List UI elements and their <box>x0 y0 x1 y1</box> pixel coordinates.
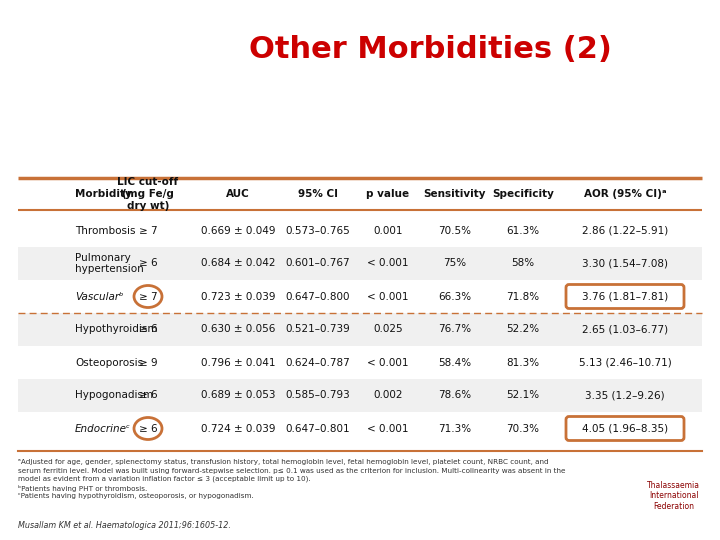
Text: 0.669 ± 0.049: 0.669 ± 0.049 <box>201 226 275 235</box>
Text: ᶜPatients having hypothyroidism, osteoporosis, or hypogonadism.: ᶜPatients having hypothyroidism, osteopo… <box>18 493 253 499</box>
Text: 0.601–0.767: 0.601–0.767 <box>286 259 351 268</box>
Text: < 0.001: < 0.001 <box>367 423 409 434</box>
Text: serum ferritin level. Model was built using forward-stepwise selection. p≤ 0.1 w: serum ferritin level. Model was built us… <box>18 468 565 474</box>
Bar <box>18 346 702 379</box>
Text: Other Morbidities (2): Other Morbidities (2) <box>248 36 611 64</box>
Text: 76.7%: 76.7% <box>438 325 472 334</box>
Text: ≥ 9: ≥ 9 <box>139 357 157 368</box>
Text: 3.35 (1.2–9.26): 3.35 (1.2–9.26) <box>585 390 665 401</box>
Text: Musallam KM et al. Haematologica 2011;96:1605-12.: Musallam KM et al. Haematologica 2011;96… <box>18 521 231 530</box>
Text: 2.86 (1.22–5.91): 2.86 (1.22–5.91) <box>582 226 668 235</box>
Bar <box>18 313 702 346</box>
Text: ≥ 6: ≥ 6 <box>139 390 157 401</box>
Text: 58.4%: 58.4% <box>438 357 472 368</box>
Text: 3.30 (1.54–7.08): 3.30 (1.54–7.08) <box>582 259 668 268</box>
Text: AUC: AUC <box>226 189 250 199</box>
Text: Pulmonary
hypertension: Pulmonary hypertension <box>75 253 144 274</box>
Text: 71.3%: 71.3% <box>438 423 472 434</box>
Text: ᵇPatients having PHT or thrombosis.: ᵇPatients having PHT or thrombosis. <box>18 484 148 491</box>
Text: ≥ 7: ≥ 7 <box>139 292 157 301</box>
Text: < 0.001: < 0.001 <box>367 292 409 301</box>
Text: 78.6%: 78.6% <box>438 390 472 401</box>
Text: ᵃAdjusted for age, gender, splenectomy status, transfusion history, total hemogl: ᵃAdjusted for age, gender, splenectomy s… <box>18 459 549 465</box>
Text: 0.684 ± 0.042: 0.684 ± 0.042 <box>201 259 275 268</box>
Text: 52.1%: 52.1% <box>506 390 539 401</box>
Bar <box>18 379 702 412</box>
Text: LIC cut-off
(mg Fe/g
dry wt): LIC cut-off (mg Fe/g dry wt) <box>117 178 179 211</box>
Text: 0.796 ± 0.041: 0.796 ± 0.041 <box>201 357 275 368</box>
Text: Morbidity: Morbidity <box>75 189 132 199</box>
Text: Hypogonadism: Hypogonadism <box>75 390 153 401</box>
Text: Sensitivity: Sensitivity <box>424 189 486 199</box>
Text: < 0.001: < 0.001 <box>367 259 409 268</box>
Text: 66.3%: 66.3% <box>438 292 472 301</box>
Text: 0.573–0.765: 0.573–0.765 <box>286 226 351 235</box>
Text: ≥ 6: ≥ 6 <box>139 325 157 334</box>
Text: 0.001: 0.001 <box>373 226 402 235</box>
Text: p value: p value <box>366 189 410 199</box>
Text: 3.76 (1.81–7.81): 3.76 (1.81–7.81) <box>582 292 668 301</box>
Text: 0.647–0.801: 0.647–0.801 <box>286 423 351 434</box>
Text: 71.8%: 71.8% <box>506 292 539 301</box>
Text: < 0.001: < 0.001 <box>367 357 409 368</box>
Text: 0.624–0.787: 0.624–0.787 <box>286 357 351 368</box>
Text: Thrombosis: Thrombosis <box>75 226 135 235</box>
Text: Vascularᵇ: Vascularᵇ <box>75 292 124 301</box>
Text: 95% CI: 95% CI <box>298 189 338 199</box>
Text: 75%: 75% <box>444 259 467 268</box>
Text: Thalassaemia
International
Federation: Thalassaemia International Federation <box>647 481 700 511</box>
Text: 0.689 ± 0.053: 0.689 ± 0.053 <box>201 390 275 401</box>
Text: 70.3%: 70.3% <box>506 423 539 434</box>
Text: 70.5%: 70.5% <box>438 226 472 235</box>
Text: 52.2%: 52.2% <box>506 325 539 334</box>
Text: Hypothyroidism: Hypothyroidism <box>75 325 158 334</box>
Text: 0.025: 0.025 <box>373 325 402 334</box>
Text: 0.585–0.793: 0.585–0.793 <box>286 390 351 401</box>
Text: 0.724 ± 0.039: 0.724 ± 0.039 <box>201 423 275 434</box>
Text: Specificity: Specificity <box>492 189 554 199</box>
Bar <box>18 412 702 445</box>
Text: 0.723 ± 0.039: 0.723 ± 0.039 <box>201 292 275 301</box>
Text: 58%: 58% <box>511 259 534 268</box>
Text: 0.630 ± 0.056: 0.630 ± 0.056 <box>201 325 275 334</box>
Text: Osteoporosis: Osteoporosis <box>75 357 143 368</box>
Text: 5.13 (2.46–10.71): 5.13 (2.46–10.71) <box>579 357 671 368</box>
Bar <box>18 214 702 247</box>
Text: 0.647–0.800: 0.647–0.800 <box>286 292 350 301</box>
Text: 2.65 (1.03–6.77): 2.65 (1.03–6.77) <box>582 325 668 334</box>
Text: 0.521–0.739: 0.521–0.739 <box>286 325 351 334</box>
Text: ≥ 6: ≥ 6 <box>139 259 157 268</box>
Text: ≥ 7: ≥ 7 <box>139 226 157 235</box>
Text: ≥ 6: ≥ 6 <box>139 423 157 434</box>
Text: Endocrineᶜ: Endocrineᶜ <box>75 423 131 434</box>
Bar <box>18 280 702 313</box>
Text: 81.3%: 81.3% <box>506 357 539 368</box>
Text: model as evident from a variation inflation factor ≤ 3 (acceptable limit up to 1: model as evident from a variation inflat… <box>18 476 310 483</box>
Text: 4.05 (1.96–8.35): 4.05 (1.96–8.35) <box>582 423 668 434</box>
Text: AOR (95% CI)ᵃ: AOR (95% CI)ᵃ <box>584 189 666 199</box>
Text: 61.3%: 61.3% <box>506 226 539 235</box>
Text: 0.002: 0.002 <box>373 390 402 401</box>
Bar <box>18 247 702 280</box>
